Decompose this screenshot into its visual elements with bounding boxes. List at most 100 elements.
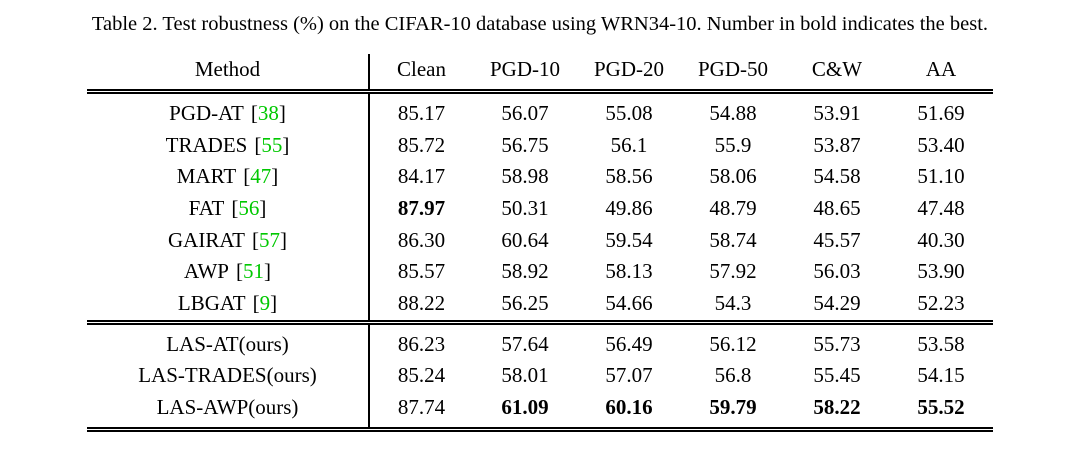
value-cell: 53.87 xyxy=(813,132,861,157)
value-cell: 88.22 xyxy=(368,287,473,322)
cite-bracket-open: [ xyxy=(231,196,239,221)
value-cell: 53.58 xyxy=(889,319,993,361)
results-group-baselines: PGD-AT [38] 85.17 56.07 55.08 54.88 53.91… xyxy=(87,91,993,322)
value-cell: 85.17 xyxy=(368,91,473,130)
method-name: LAS-AWP(ours) xyxy=(156,394,299,419)
value-cell: 54.29 xyxy=(813,290,861,315)
value-cell: 57.07 xyxy=(605,363,653,388)
method-name: LBGAT xyxy=(177,290,246,315)
cite-bracket-close: ] xyxy=(263,259,271,284)
method-name: PGD-AT xyxy=(169,101,244,126)
value-cell: 85.24 xyxy=(368,360,473,392)
cite-bracket-open: [ xyxy=(252,290,260,315)
method-cell: LAS-AT(ours) xyxy=(87,319,369,361)
value-cell: 53.91 xyxy=(813,101,861,126)
value-cell: 54.58 xyxy=(813,164,861,189)
value-cell: 56.49 xyxy=(577,319,681,361)
value-cell: 56.07 xyxy=(501,101,549,126)
value-cell: 53.40 xyxy=(917,132,965,157)
value-cell: 58.74 xyxy=(709,227,757,252)
value-cell: 58.92 xyxy=(501,259,549,284)
method-name: GAIRAT xyxy=(168,227,245,252)
citation-link[interactable]: 51 xyxy=(242,259,264,284)
citation-link[interactable]: 57 xyxy=(259,227,280,252)
citation-link[interactable]: 47 xyxy=(250,164,272,189)
value-cell: 57.92 xyxy=(709,259,757,284)
value-cell: 59.54 xyxy=(605,227,653,252)
value-cell: 54.88 xyxy=(709,101,757,126)
col-header-clean: Clean xyxy=(368,53,473,95)
cite-bracket-open: [ xyxy=(254,132,262,157)
value-cell: 58.98 xyxy=(501,164,549,189)
results-group-ours: LAS-AT(ours) 86.23 57.64 56.49 56.12 55.… xyxy=(87,319,993,433)
method-cell: LAS-TRADES(ours) xyxy=(87,360,369,392)
cite-bracket-close: ] xyxy=(270,290,278,315)
cite-bracket-open: [ xyxy=(250,101,258,126)
value-cell: 60.16 xyxy=(577,391,681,433)
table-header: Method Clean PGD-10 PGD-20 PGD-50 C&W AA xyxy=(87,53,993,95)
value-cell: 84.17 xyxy=(368,161,473,194)
value-cell: 58.56 xyxy=(605,164,653,189)
value-cell: 48.79 xyxy=(709,196,757,221)
table-row: LAS-AWP(ours) 87.74 61.09 60.16 59.79 58… xyxy=(87,391,993,433)
value-cell: 45.57 xyxy=(813,227,861,252)
value-cell: 85.57 xyxy=(368,256,473,288)
method-cell: MART [47] xyxy=(87,161,369,193)
value-cell: 56.12 xyxy=(681,319,785,361)
value-cell: 54.3 xyxy=(714,290,752,315)
col-header-pgd20: PGD-20 xyxy=(577,53,681,95)
citation-link[interactable]: 38 xyxy=(257,101,279,126)
value-cell: 53.90 xyxy=(917,259,965,284)
value-cell: 56.75 xyxy=(501,132,549,157)
method-cell: GAIRAT [57] xyxy=(87,225,369,257)
value-cell: 52.23 xyxy=(917,290,965,315)
value-cell: 86.23 xyxy=(368,319,473,361)
cite-bracket-open: [ xyxy=(252,227,259,252)
citation-link[interactable]: 55 xyxy=(261,132,283,157)
table-caption: Table 2. Test robustness (%) on the CIFA… xyxy=(91,13,989,35)
col-header-method: Method xyxy=(87,53,369,95)
method-name: MART xyxy=(176,164,237,189)
method-cell: LBGAT [9] xyxy=(87,288,369,322)
results-table: Method Clean PGD-10 PGD-20 PGD-50 C&W AA… xyxy=(87,53,993,433)
cite-bracket-open: [ xyxy=(235,259,243,284)
value-cell: 61.09 xyxy=(473,391,577,433)
value-cell: 87.74 xyxy=(368,391,473,433)
value-cell: 55.9 xyxy=(714,132,752,157)
value-cell: 60.64 xyxy=(501,227,549,252)
col-header-aa: AA xyxy=(889,53,993,95)
table-row: AWP [51] 85.57 58.92 58.13 57.92 56.03 53… xyxy=(87,256,993,288)
value-cell: 58.06 xyxy=(709,164,757,189)
cite-bracket-close: ] xyxy=(259,196,267,221)
value-cell: 56.03 xyxy=(813,259,861,284)
value-cell: 40.30 xyxy=(917,227,965,252)
header-row: Method Clean PGD-10 PGD-20 PGD-50 C&W AA xyxy=(87,53,993,95)
value-cell: 51.69 xyxy=(917,101,965,126)
table-row: FAT [56] 87.97 50.31 49.86 48.79 48.65 47… xyxy=(87,193,993,225)
method-cell: TRADES [55] xyxy=(87,130,369,162)
method-name: LAS-AT(ours) xyxy=(166,331,289,356)
value-cell: 51.10 xyxy=(917,164,965,189)
value-cell: 58.13 xyxy=(605,259,653,284)
method-cell: AWP [51] xyxy=(87,256,369,288)
value-cell: 47.48 xyxy=(917,196,965,221)
table-row: PGD-AT [38] 85.17 56.07 55.08 54.88 53.91… xyxy=(87,91,993,130)
table-row: LBGAT [9] 88.22 56.25 54.66 54.3 54.29 52… xyxy=(87,287,993,322)
method-name: FAT xyxy=(188,196,225,221)
value-cell: 59.79 xyxy=(681,391,785,433)
col-header-pgd10: PGD-10 xyxy=(473,53,577,95)
citation-link[interactable]: 56 xyxy=(238,196,260,221)
method-cell: LAS-AWP(ours) xyxy=(87,391,369,433)
value-cell: 86.30 xyxy=(368,224,473,257)
value-cell: 57.64 xyxy=(473,319,577,361)
value-cell: 50.31 xyxy=(501,196,549,221)
value-cell: 87.97 xyxy=(368,193,473,225)
value-cell: 54.66 xyxy=(605,290,653,315)
method-name: AWP xyxy=(184,259,229,284)
value-cell: 55.73 xyxy=(785,319,889,361)
citation-link[interactable]: 9 xyxy=(259,290,271,315)
table-row: TRADES [55] 85.72 56.75 56.1 55.9 53.87 5… xyxy=(87,129,993,162)
cite-bracket-close: ] xyxy=(280,227,287,252)
table-row: LAS-TRADES(ours) 85.24 58.01 57.07 56.8 … xyxy=(87,360,993,392)
col-header-pgd50: PGD-50 xyxy=(681,53,785,95)
